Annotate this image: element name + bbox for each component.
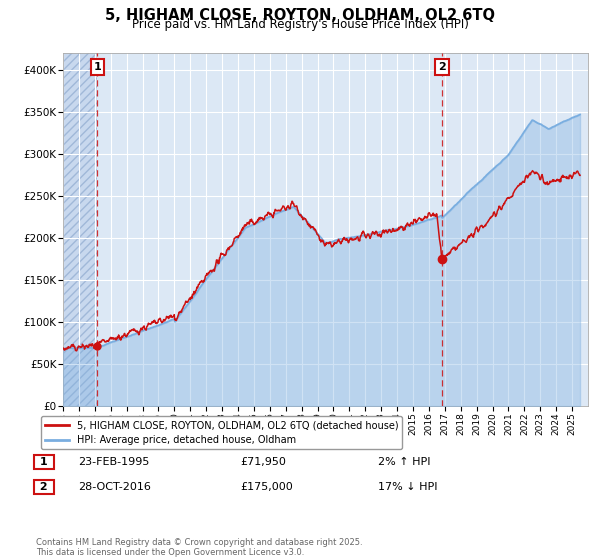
Text: 2% ↑ HPI: 2% ↑ HPI <box>378 457 431 467</box>
Text: 1: 1 <box>94 62 101 72</box>
Bar <box>63 53 97 406</box>
Text: 23-FEB-1995: 23-FEB-1995 <box>78 457 149 467</box>
Text: 2: 2 <box>36 482 52 492</box>
Text: 5, HIGHAM CLOSE, ROYTON, OLDHAM, OL2 6TQ: 5, HIGHAM CLOSE, ROYTON, OLDHAM, OL2 6TQ <box>105 8 495 24</box>
Text: 1: 1 <box>36 457 52 467</box>
Legend: 5, HIGHAM CLOSE, ROYTON, OLDHAM, OL2 6TQ (detached house), HPI: Average price, d: 5, HIGHAM CLOSE, ROYTON, OLDHAM, OL2 6TQ… <box>41 417 403 449</box>
Text: £175,000: £175,000 <box>240 482 293 492</box>
Text: 28-OCT-2016: 28-OCT-2016 <box>78 482 151 492</box>
Text: 17% ↓ HPI: 17% ↓ HPI <box>378 482 437 492</box>
Bar <box>442 53 588 406</box>
Text: £71,950: £71,950 <box>240 457 286 467</box>
Text: Price paid vs. HM Land Registry's House Price Index (HPI): Price paid vs. HM Land Registry's House … <box>131 18 469 31</box>
Text: 2: 2 <box>438 62 446 72</box>
Text: Contains HM Land Registry data © Crown copyright and database right 2025.
This d: Contains HM Land Registry data © Crown c… <box>36 538 362 557</box>
